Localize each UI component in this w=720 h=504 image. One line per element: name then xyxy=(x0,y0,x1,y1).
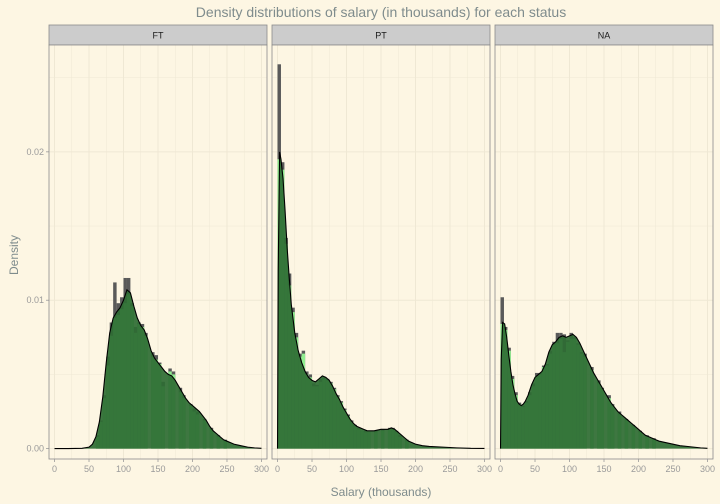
x-tick-label: 100 xyxy=(339,464,354,474)
x-tick-label: 0 xyxy=(52,464,57,474)
x-tick-label: 250 xyxy=(665,464,680,474)
x-tick-label: 0 xyxy=(498,464,503,474)
x-tick-label: 150 xyxy=(596,464,611,474)
x-tick-label: 150 xyxy=(150,464,165,474)
y-axis-title: Density xyxy=(7,235,21,275)
facet-panel-pt: PT 0 50 100 150 200 250 300 xyxy=(271,24,492,474)
x-tick-label: 300 xyxy=(254,464,269,474)
density-area xyxy=(500,322,708,449)
density-area xyxy=(54,289,262,449)
x-tick-label: 50 xyxy=(530,464,540,474)
x-tick-label: 100 xyxy=(562,464,577,474)
density-area xyxy=(277,151,485,449)
facet-panels: 0.00 0.01 0.02 FT 0 50 100 150 200 250 300 PT 0 50 100… xyxy=(26,24,715,474)
x-tick-label: 50 xyxy=(307,464,317,474)
facet-panel-na: NA 0 50 100 150 200 250 300 xyxy=(494,24,715,474)
x-tick-label: 300 xyxy=(477,464,492,474)
x-tick-label: 100 xyxy=(116,464,131,474)
x-tick-label: 200 xyxy=(631,464,646,474)
grid-lines xyxy=(495,45,713,459)
chart-title: Density distributions of salary (in thou… xyxy=(196,4,566,20)
x-tick-label: 250 xyxy=(442,464,457,474)
x-tick-label: 200 xyxy=(185,464,200,474)
y-tick-label: 0.00 xyxy=(26,444,44,454)
density-line xyxy=(499,321,708,449)
x-tick-label: 250 xyxy=(219,464,234,474)
y-tick-label: 0.01 xyxy=(26,295,44,305)
facet-panel-ft: FT 0 50 100 150 200 250 300 xyxy=(48,24,269,474)
facet-strip-label: NA xyxy=(598,31,611,41)
facet-strip-label: FT xyxy=(153,31,164,41)
x-axis-title: Salary (thousands) xyxy=(331,485,432,499)
x-tick-label: 150 xyxy=(373,464,388,474)
facet-strip-label: PT xyxy=(375,31,387,41)
x-tick-label: 50 xyxy=(84,464,94,474)
density-line xyxy=(276,151,485,450)
x-tick-label: 300 xyxy=(700,464,715,474)
x-tick-label: 200 xyxy=(408,464,423,474)
y-tick-label: 0.02 xyxy=(26,147,44,157)
x-tick-label: 0 xyxy=(275,464,280,474)
density-line xyxy=(54,288,262,450)
